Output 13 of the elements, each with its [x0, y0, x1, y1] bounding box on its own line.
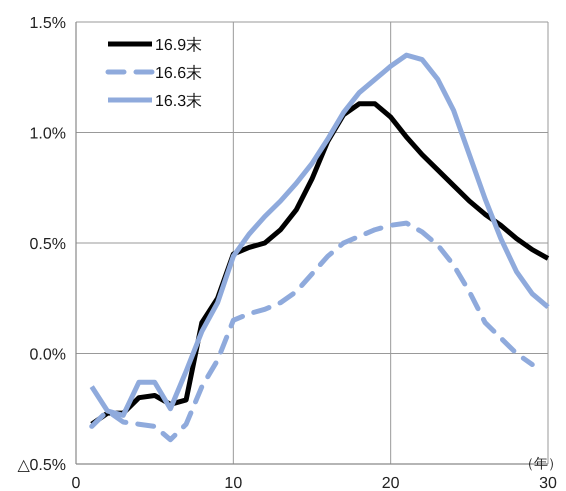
legend-label: 16.9末: [155, 36, 202, 54]
x-tick-label: 30: [539, 475, 557, 491]
legend-label: 16.3末: [155, 92, 202, 110]
y-tick-label: 0.5%: [30, 236, 66, 253]
x-tick-label: 0: [72, 475, 81, 491]
x-axis-title: （年）: [520, 455, 562, 471]
x-tick-label: 10: [224, 475, 242, 491]
y-tick-label: 1.0%: [30, 126, 66, 142]
y-tick-label: 0.0%: [30, 346, 66, 364]
y-tick-label: △0.5%: [18, 457, 66, 474]
legend-label: 16.6末: [155, 64, 202, 82]
y-tick-label: 1.5%: [30, 15, 66, 32]
x-tick-label: 20: [382, 475, 400, 491]
